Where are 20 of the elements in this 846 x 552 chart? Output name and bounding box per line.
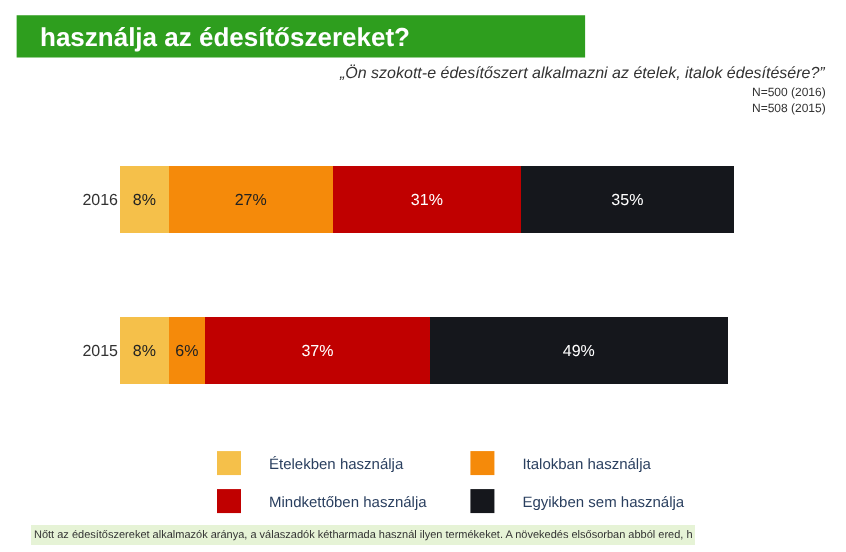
data-label: 37% (301, 341, 334, 360)
data-label: 27% (234, 190, 267, 209)
data-label: 8% (132, 190, 156, 209)
bar (168, 165, 333, 234)
bar (168, 316, 206, 385)
data-label: 35% (611, 190, 644, 209)
y-tick-label: 2015 (82, 342, 120, 361)
bar (429, 316, 728, 385)
data-label: 31% (410, 190, 443, 209)
bar (521, 165, 734, 234)
chart-title: használja az édesítőszereket? (40, 22, 411, 52)
data-label: 6% (175, 341, 199, 360)
y-tick-label: 2016 (82, 191, 120, 210)
bar (120, 165, 169, 234)
bar (205, 316, 430, 385)
data-label: 49% (562, 341, 595, 360)
bar (120, 316, 169, 385)
chart-subtitle: „Ön szokott-e édesítőszert alkalmazni az ételek, italok édesítésére?” (338, 64, 826, 82)
bar (332, 165, 522, 234)
data-label: 8% (132, 341, 156, 360)
